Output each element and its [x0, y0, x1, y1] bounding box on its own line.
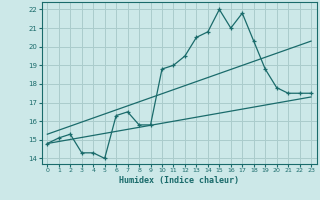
- X-axis label: Humidex (Indice chaleur): Humidex (Indice chaleur): [119, 176, 239, 185]
